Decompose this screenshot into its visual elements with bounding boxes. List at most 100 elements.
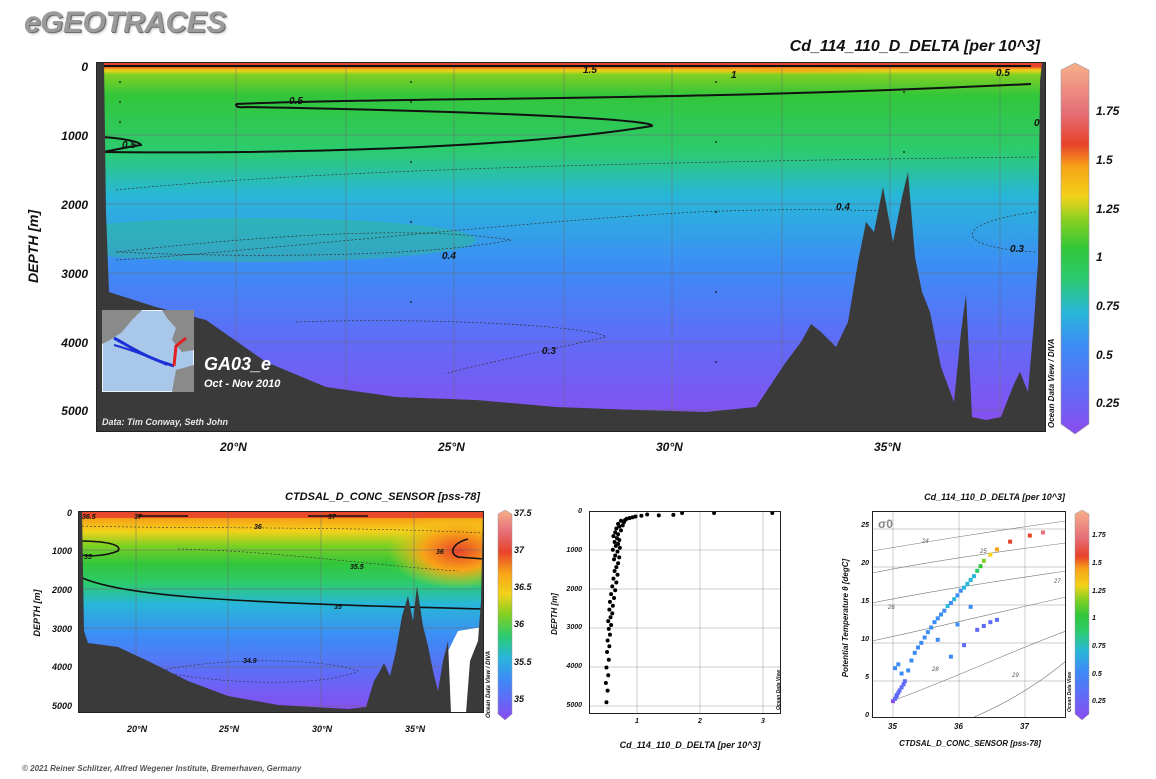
isopycnal-label: 26 — [887, 605, 895, 611]
ts-point — [942, 608, 947, 613]
profile-point — [604, 665, 609, 670]
ts-xlabel: CTDSAL_D_CONC_SENSOR [pss-78] — [899, 739, 1041, 748]
profile-point — [607, 632, 612, 637]
contour-label: 0.5 — [122, 140, 136, 151]
inset-land-west — [102, 310, 142, 344]
sal-panel-title: CTDSAL_D_CONC_SENSOR [pss-78] — [285, 491, 480, 503]
y-tick: 25 — [861, 522, 869, 529]
cbar-tick: 1.75 — [1092, 532, 1106, 539]
profile-point — [606, 673, 611, 678]
data-credit: Data: Tim Conway, Seth John — [102, 417, 229, 427]
profile-point — [610, 547, 615, 552]
main-section-label: GA03_e Oct - Nov 2010 — [204, 354, 280, 390]
profile-point — [645, 512, 650, 517]
ts-point — [948, 654, 953, 659]
x-tick: 1 — [635, 718, 639, 725]
y-tick: 5000 — [51, 701, 72, 711]
profile-point — [612, 568, 617, 573]
cbar-tick: 1.75 — [1096, 104, 1120, 118]
ts-point — [935, 637, 940, 642]
ts-isopycnals — [872, 520, 1066, 718]
cbar-tick: 37.5 — [514, 508, 532, 518]
contour-label: 0 — [1034, 118, 1040, 129]
ts-point — [894, 693, 899, 697]
main-green-tongue — [96, 218, 476, 262]
ts-point — [975, 627, 980, 632]
sal-frame — [78, 511, 484, 713]
isopycnal-label: 27 — [1053, 579, 1061, 585]
sal-bathymetry — [78, 511, 484, 713]
ts-point — [955, 622, 960, 627]
ts-isopycnal-labels: 24 25 26 27 28 29 — [887, 539, 1061, 679]
x-tick: 2 — [698, 718, 702, 725]
ts-point — [912, 650, 917, 655]
isopycnal-label: 25 — [979, 549, 987, 555]
ts-point — [978, 564, 983, 569]
ts-point — [962, 585, 967, 590]
profile-point — [613, 553, 618, 558]
cbar-tick: 36.5 — [514, 582, 532, 592]
cbar-tick: 0.5 — [1096, 348, 1113, 362]
cbar-tick: 36 — [514, 619, 525, 629]
x-tick: 35°N — [405, 724, 426, 734]
y-tick: 0 — [66, 508, 72, 518]
ts-panel-title: Cd_114_110_D_DELTA [per 10^3] — [924, 492, 1065, 502]
y-tick: 3000 — [51, 624, 72, 634]
y-tick: 2000 — [566, 586, 582, 593]
prof-frame — [589, 511, 781, 714]
x-tick: 35°N — [874, 440, 901, 454]
profile-point — [656, 513, 661, 518]
ts-point — [891, 699, 896, 704]
profile-point — [617, 555, 622, 560]
prof-side-label: Ocean Data View — [776, 670, 782, 710]
ts-point — [945, 604, 950, 609]
profile-point — [609, 623, 614, 628]
sigma-label: σ0 — [878, 517, 893, 531]
inset-land-south — [172, 365, 194, 392]
ts-point — [893, 666, 898, 671]
y-tick: 2000 — [51, 585, 72, 595]
isopycnal-label: 29 — [1011, 673, 1019, 679]
profile-point — [611, 534, 616, 539]
ts-point — [975, 568, 980, 573]
inset-track-red — [172, 336, 187, 367]
ts-point — [893, 696, 898, 701]
profile-point — [606, 657, 611, 662]
main-contours-thin — [115, 156, 1037, 375]
x-tick: 30°N — [312, 724, 333, 734]
main-surface-band — [96, 62, 1046, 67]
prof-yticks: 0 1000 2000 3000 4000 5000 — [548, 508, 582, 714]
ts-point — [968, 578, 973, 582]
profile-points — [603, 511, 775, 705]
inset-map — [102, 310, 194, 392]
main-contour-labels: 1.5 1 0.5 0.5 0.5 0.4 0.4 0.3 0.3 0 — [122, 65, 1040, 357]
y-tick: 0 — [578, 508, 582, 515]
copyright-footer: © 2021 Reiner Schlitzer, Alfred Wegener … — [22, 764, 302, 773]
main-colorbar-ticks: 1.75 1.5 1.25 1 0.75 0.5 0.25 — [1096, 62, 1156, 436]
sal-contours — [78, 515, 484, 610]
ts-point — [968, 604, 973, 609]
profile-point — [605, 688, 610, 693]
x-tick: 35 — [888, 722, 897, 731]
ts-point — [955, 593, 960, 598]
profile-point — [617, 545, 622, 550]
cbar-tick: 0.25 — [1096, 396, 1120, 410]
profile-point — [614, 565, 619, 570]
y-tick: 1000 — [566, 547, 582, 554]
prof-gridlines — [589, 511, 781, 714]
contour-label: 0.5 — [996, 68, 1010, 79]
profile-point — [607, 644, 612, 649]
y-tick: 1000 — [61, 129, 88, 143]
ts-point — [906, 668, 911, 673]
profile-point — [617, 538, 622, 543]
y-tick: 15 — [861, 598, 869, 605]
sal-side-label: Ocean Data View / DIVA — [486, 651, 492, 718]
main-xticks: 20°N 25°N 30°N 35°N — [96, 440, 1046, 456]
inset-track-blue2 — [113, 344, 168, 366]
profile-point — [614, 526, 619, 531]
y-tick: 3000 — [61, 267, 88, 281]
cbar-tick: 1.5 — [1096, 153, 1113, 167]
y-tick: 4000 — [51, 662, 72, 672]
contour-label: 0.4 — [836, 202, 850, 213]
contour-label: 0.5 — [289, 96, 303, 107]
